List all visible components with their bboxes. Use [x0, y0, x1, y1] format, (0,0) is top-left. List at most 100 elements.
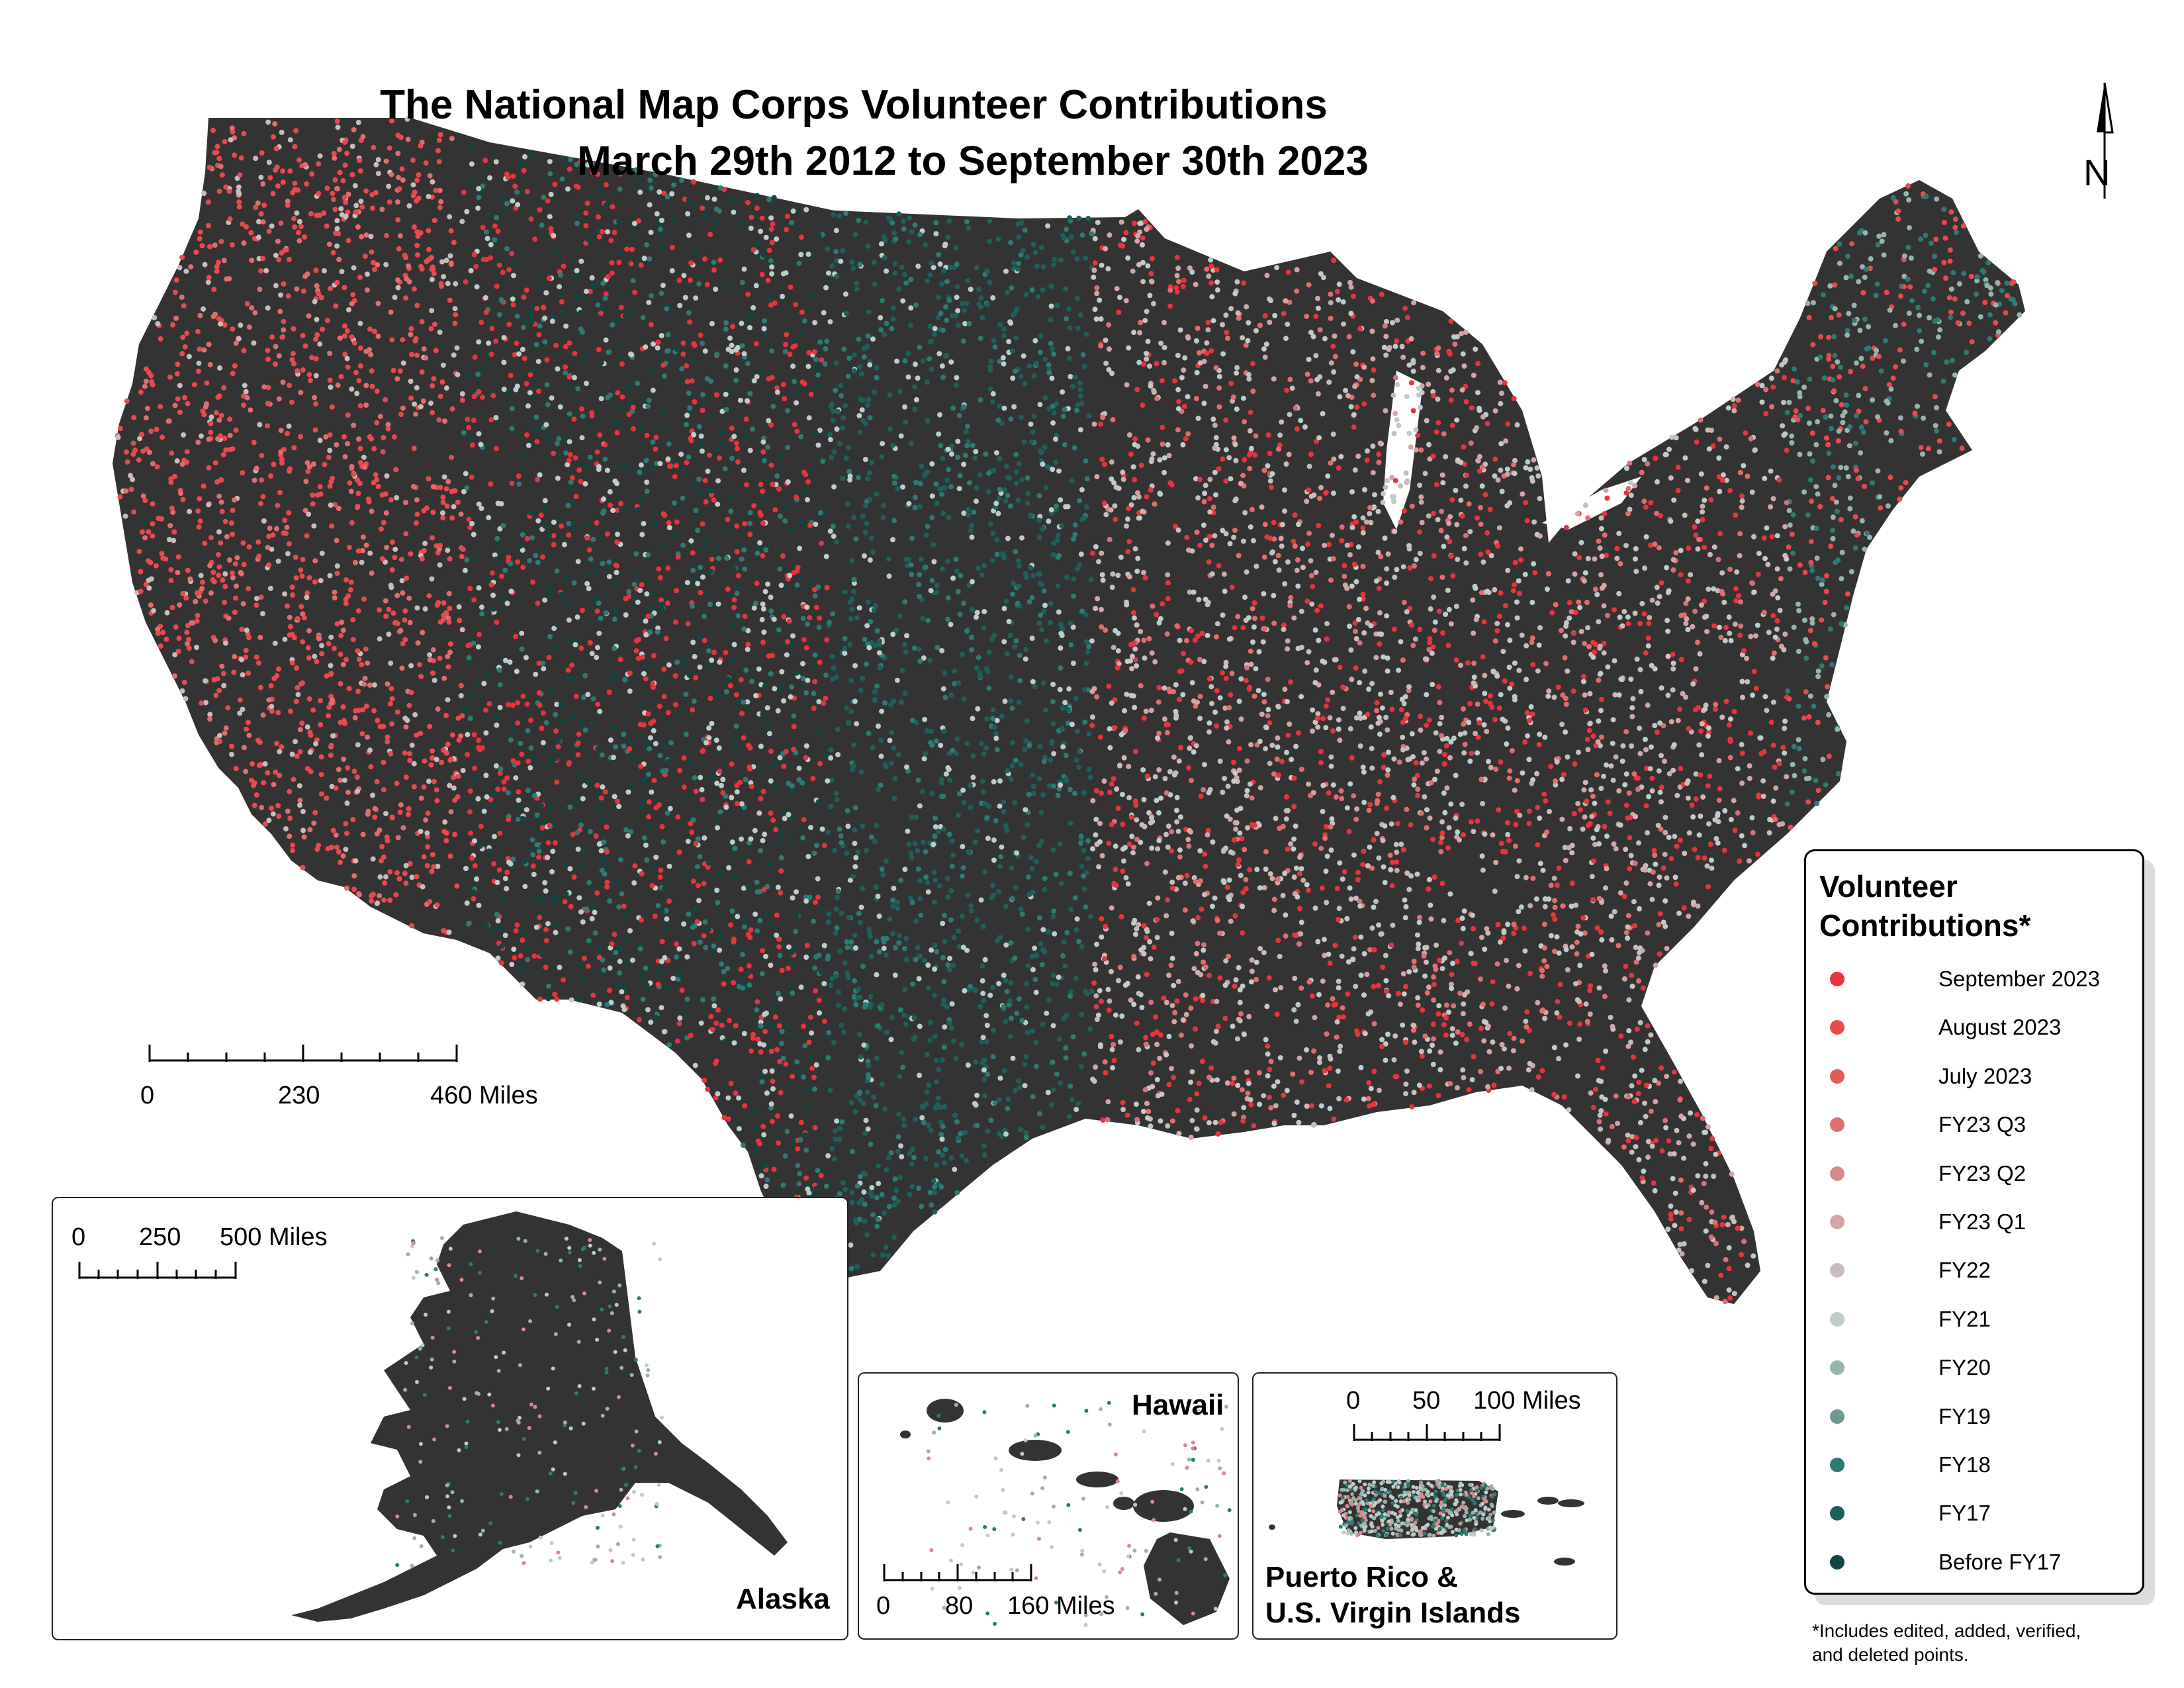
- contribution-point: [1253, 959, 1259, 965]
- contribution-point: [1217, 695, 1223, 701]
- contribution-point: [371, 480, 377, 486]
- contribution-point: [1588, 787, 1594, 793]
- contribution-point: [1586, 643, 1592, 649]
- contribution-point: [828, 804, 834, 810]
- contribution-point: [854, 281, 860, 286]
- contribution-point: [1362, 487, 1367, 492]
- contribution-point: [251, 802, 257, 808]
- contribution-point: [811, 664, 817, 670]
- contribution-point: [1241, 1105, 1247, 1111]
- contribution-point: [447, 606, 453, 612]
- contribution-point: [1468, 440, 1474, 446]
- contribution-point: [1226, 705, 1232, 711]
- contribution-point: [813, 988, 819, 994]
- contribution-point: [955, 438, 961, 444]
- contribution-point: [448, 809, 454, 815]
- contribution-point: [1668, 1211, 1674, 1217]
- contribution-point: [1093, 316, 1099, 322]
- contribution-point: [1820, 408, 1826, 414]
- contribution-point: [510, 702, 516, 708]
- contribution-point: [1424, 807, 1430, 813]
- contribution-point: [903, 1021, 909, 1027]
- contribution-point: [968, 804, 974, 810]
- contribution-point: [639, 798, 645, 804]
- contribution-point: [1829, 426, 1834, 432]
- contribution-point: [1680, 690, 1686, 696]
- contribution-point: [1409, 503, 1415, 509]
- contribution-point: [131, 509, 137, 515]
- contribution-point: [1418, 499, 1424, 505]
- contribution-point: [1339, 538, 1345, 543]
- contribution-point: [1156, 684, 1162, 690]
- contribution-point: [1437, 749, 1443, 755]
- contribution-point: [760, 1123, 766, 1129]
- contribution-point: [758, 1173, 764, 1179]
- contribution-point: [747, 520, 752, 526]
- contribution-point: [146, 585, 152, 591]
- contribution-point: [760, 520, 766, 526]
- contribution-point: [760, 601, 766, 607]
- contribution-point: [892, 261, 898, 267]
- contribution-point: [1281, 310, 1287, 316]
- contribution-point: [1191, 589, 1197, 595]
- contribution-point: [612, 230, 617, 236]
- contribution-point: [357, 403, 363, 408]
- contribution-point: [1672, 1223, 1678, 1229]
- contribution-point: [645, 711, 651, 717]
- contribution-point: [1250, 361, 1255, 367]
- contribution-point: [739, 343, 745, 349]
- contribution-point: [1024, 254, 1030, 260]
- contribution-point: [1313, 353, 1319, 359]
- contribution-point: [1195, 633, 1201, 639]
- contribution-point: [748, 225, 754, 231]
- contribution-point: [578, 645, 584, 651]
- contribution-point: [1355, 617, 1361, 622]
- contribution-point: [1454, 522, 1460, 528]
- contribution-point: [1764, 525, 1770, 531]
- contribution-point: [1809, 616, 1815, 622]
- contribution-point: [754, 205, 760, 211]
- contribution-point: [1069, 234, 1075, 240]
- contribution-point: [183, 268, 189, 274]
- contribution-point: [1592, 586, 1598, 592]
- contribution-point: [1355, 877, 1361, 882]
- contribution-point: [1712, 706, 1718, 712]
- contribution-point: [1414, 932, 1420, 938]
- contribution-point: [660, 511, 666, 517]
- contribution-point: [544, 382, 550, 388]
- contribution-point: [1514, 778, 1520, 784]
- contribution-point: [945, 446, 951, 452]
- contribution-point: [293, 739, 298, 745]
- contribution-point: [201, 347, 207, 353]
- contribution-point: [1279, 419, 1285, 425]
- contribution-point: [414, 874, 420, 880]
- contribution-point: [1242, 847, 1248, 853]
- contribution-point: [1643, 1113, 1649, 1119]
- contribution-point: [1493, 767, 1499, 773]
- contribution-point: [497, 526, 503, 532]
- contribution-point: [1103, 360, 1109, 366]
- contribution-point: [1415, 995, 1421, 1001]
- contribution-point: [1227, 541, 1233, 547]
- contribution-point: [1686, 1133, 1692, 1139]
- contribution-point: [488, 582, 494, 588]
- contribution-point: [599, 752, 605, 758]
- contribution-point: [676, 277, 682, 283]
- contribution-point: [731, 597, 737, 603]
- contribution-point: [1950, 270, 1956, 275]
- contribution-point: [1249, 968, 1255, 974]
- contribution-point: [643, 618, 649, 624]
- contribution-point: [1123, 875, 1129, 880]
- contribution-point: [639, 582, 645, 588]
- contribution-point: [1453, 604, 1459, 609]
- contribution-point: [1716, 758, 1722, 763]
- contribution-point: [345, 412, 351, 418]
- contribution-point: [481, 808, 487, 814]
- contribution-point: [1741, 648, 1747, 654]
- contribution-point: [124, 459, 130, 465]
- contribution-point: [160, 555, 166, 561]
- contribution-point: [1819, 581, 1825, 587]
- contribution-point: [1444, 534, 1450, 540]
- contribution-point: [1814, 555, 1820, 561]
- contribution-point: [1243, 876, 1249, 882]
